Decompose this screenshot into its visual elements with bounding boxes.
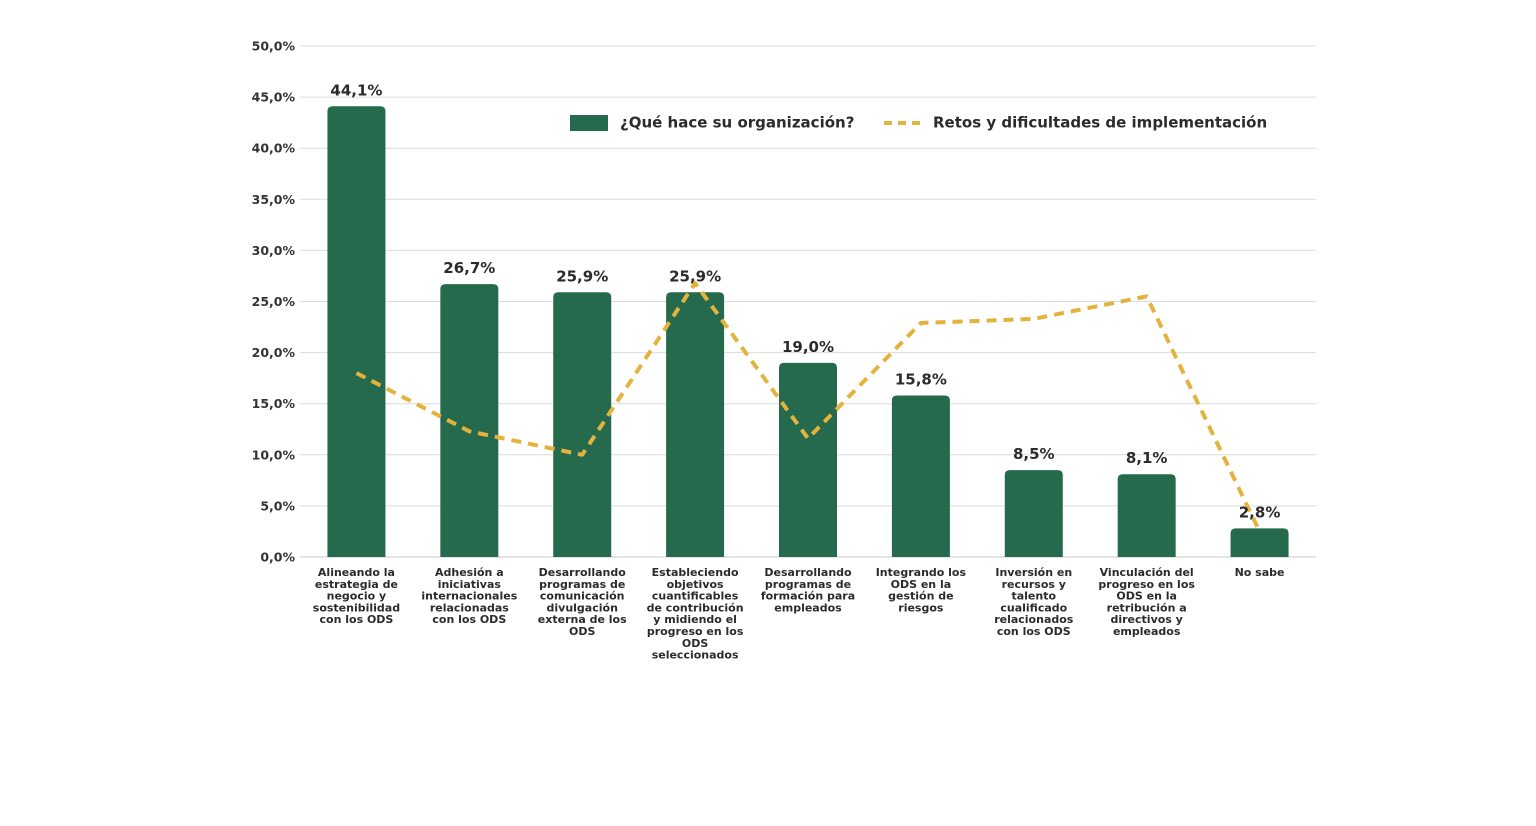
x-category-label: Vinculación del progreso en los ODS en la r… <box>1098 566 1195 638</box>
x-category-label-line: Integrando los <box>876 566 967 579</box>
y-tick-label: 20,0% <box>252 345 296 360</box>
y-tick-label: 30,0% <box>252 243 296 258</box>
x-category-label-line: relacionadas <box>430 601 509 614</box>
bar <box>666 292 725 557</box>
x-axis: Alineando la estrategia de negocio y sosten… <box>313 566 1285 662</box>
x-category-label-line: gestión de <box>888 590 953 603</box>
data-label: 8,1% <box>1126 449 1168 467</box>
x-category-label-line: empleados <box>1113 625 1181 638</box>
x-category-label-line: Vinculación del <box>1100 566 1194 579</box>
x-category-label-line: de contribución <box>647 601 744 614</box>
x-category-label-line: sostenibilidad <box>313 601 400 614</box>
line-path <box>355 281 1262 533</box>
x-category-label: Estableciendo objetivos cuantificables de c… <box>647 566 744 662</box>
x-category-label-line: Desarrollando <box>539 566 627 579</box>
x-category-label-line: y midiendo el <box>653 613 737 626</box>
x-category-label-line: empleados <box>774 601 842 614</box>
data-label: 15,8% <box>895 371 947 389</box>
x-category-label: Integrando los ODS en la gestión de riesgos <box>876 566 967 614</box>
y-tick-label: 0,0% <box>260 550 295 565</box>
x-category-label-line: directivos y <box>1110 613 1182 626</box>
x-category-label-line: iniciativas <box>438 578 502 591</box>
x-category-label-line: Estableciendo <box>652 566 739 579</box>
y-tick-label: 50,0% <box>252 39 296 54</box>
x-category-label-line: progreso en los <box>1098 578 1195 591</box>
bar <box>553 292 612 557</box>
x-category-label-line: Alineando la <box>318 566 395 579</box>
bar-series <box>327 106 1289 557</box>
x-category-label-line: Inversión en <box>995 566 1072 579</box>
x-category-label-line: cualificado <box>1000 601 1067 614</box>
data-label: 25,9% <box>669 267 721 285</box>
bar <box>1004 470 1063 557</box>
data-label: 44,1% <box>330 81 382 99</box>
x-category-label-line: seleccionados <box>652 649 739 662</box>
x-category-label-line: con los ODS <box>320 613 394 626</box>
x-category-label-line: ODS <box>682 637 708 650</box>
y-tick-label: 35,0% <box>252 192 296 207</box>
line-series <box>355 281 1262 533</box>
legend: ¿Qué hace su organización? Retos y dific… <box>570 114 1267 132</box>
x-category-label-line: No sabe <box>1235 566 1285 579</box>
y-tick-label: 10,0% <box>252 447 296 462</box>
x-category-label-line: con los ODS <box>997 625 1071 638</box>
data-labels: 44,1% 26,7% 25,9% 25,9% 19,0% 15,8% 8,5% 8,1% 2,… <box>330 81 1280 521</box>
x-category-label-line: internacionales <box>421 590 517 603</box>
x-category-label-line: progreso en los <box>647 625 744 638</box>
x-category-label: Alineando la estrategia de negocio y sosten… <box>313 566 400 626</box>
x-category-label-line: ODS <box>569 625 595 638</box>
x-category-label-line: recursos y <box>1002 578 1066 591</box>
data-label: 19,0% <box>782 338 834 356</box>
y-tick-label: 45,0% <box>252 90 296 105</box>
y-axis: 0,0% 5,0% 10,0% 15,0% 20,0% 25,0% 30,0% 35,0% 40… <box>252 39 296 565</box>
y-tick-label: 25,0% <box>252 294 296 309</box>
data-label: 25,9% <box>556 267 608 285</box>
bar <box>891 395 950 557</box>
bar <box>327 106 386 557</box>
x-category-label-line: Adhesión a <box>435 566 504 579</box>
legend-line-label: Retos y dificultades de implementación <box>933 114 1267 132</box>
x-category-label-line: negocio y <box>327 590 387 603</box>
x-category-label-line: divulgación <box>547 601 618 614</box>
x-category-label-line: cuantificables <box>652 590 739 603</box>
y-tick-label: 15,0% <box>252 396 296 411</box>
legend-bar-swatch <box>570 115 608 131</box>
x-category-label-line: talento <box>1011 590 1056 603</box>
x-category-label-line: ODS en la <box>891 578 952 591</box>
x-category-label-line: programas de <box>765 578 851 591</box>
bar <box>779 362 837 557</box>
x-category-label-line: con los ODS <box>432 613 506 626</box>
data-label: 8,5% <box>1013 445 1055 463</box>
x-category-label: No sabe <box>1235 566 1285 579</box>
x-category-label-line: Desarrollando <box>764 566 852 579</box>
x-category-label-line: externa de los <box>538 613 627 626</box>
x-category-label-line: ODS en la <box>1116 590 1177 603</box>
y-tick-label: 5,0% <box>260 498 295 513</box>
bar <box>440 284 499 557</box>
legend-bar-label: ¿Qué hace su organización? <box>620 114 854 132</box>
x-category-label: Desarrollando programas de comunicación div… <box>538 566 627 638</box>
y-tick-label: 40,0% <box>252 141 296 156</box>
x-category-label-line: retribución a <box>1107 601 1187 614</box>
x-category-label: Adhesión a iniciativas internacionales rela… <box>421 566 517 626</box>
data-label: 2,8% <box>1239 503 1281 521</box>
bar <box>1230 528 1289 557</box>
x-category-label-line: objetivos <box>667 578 724 591</box>
x-category-label-line: estrategia de <box>315 578 398 591</box>
x-category-label-line: formación para <box>761 590 855 603</box>
x-category-label: Inversión en recursos y talento cualificado… <box>994 566 1074 638</box>
x-category-label-line: riesgos <box>898 601 944 614</box>
x-category-label-line: comunicación <box>540 590 625 603</box>
x-category-label: Desarrollando programas de formación para e… <box>761 566 855 614</box>
data-label: 26,7% <box>443 259 495 277</box>
x-category-label-line: programas de <box>539 578 625 591</box>
x-category-label-line: relacionados <box>994 613 1074 626</box>
bar <box>1117 474 1176 557</box>
